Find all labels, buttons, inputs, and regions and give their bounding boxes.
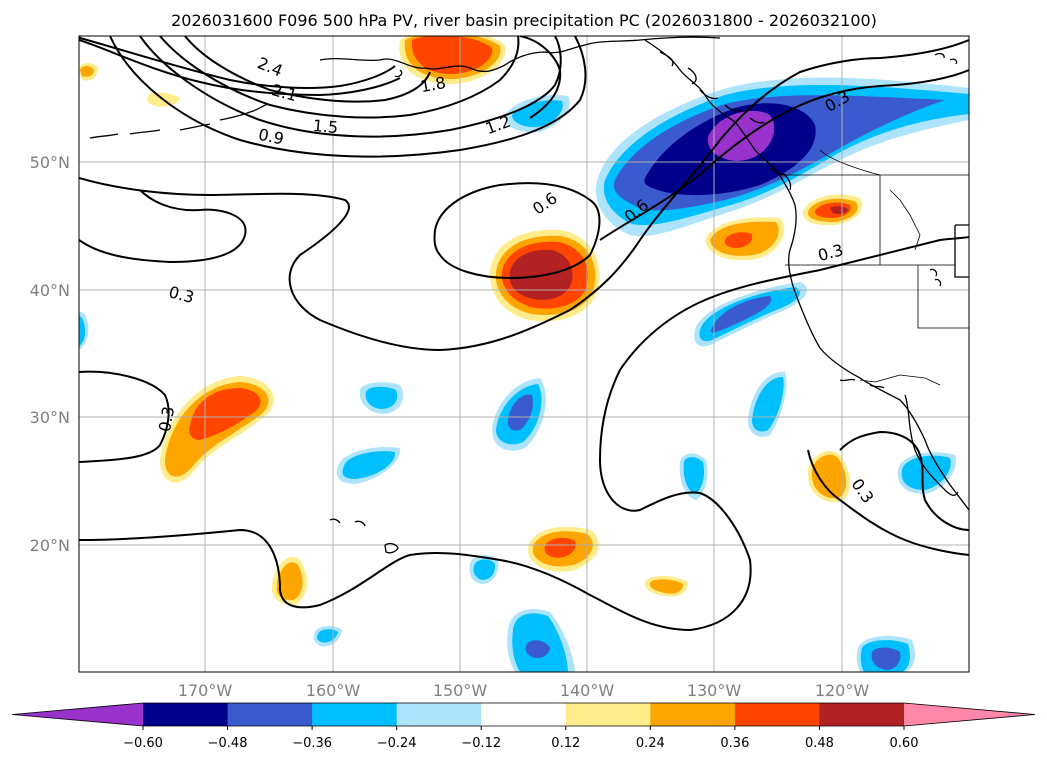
colorbar-segment	[312, 703, 398, 726]
political-borders	[780, 149, 969, 386]
colorbar-segment	[396, 703, 482, 726]
precip-anomaly-central-pacific-small	[336, 378, 708, 584]
lat-label: 30°N	[30, 408, 70, 427]
coastlines	[89, 36, 969, 554]
colorbar: −0.60 −0.48 −0.36 −0.24 −0.12 0.12 0.24 0.36 0.4…	[11, 702, 1036, 751]
contour-label: 1.5	[312, 116, 339, 137]
map-title: 2026031600 F096 500 hPa PV, river basin …	[171, 11, 877, 30]
colorbar-segment	[819, 703, 905, 726]
lon-label: 140°W	[560, 681, 615, 700]
lon-label: 120°W	[815, 681, 870, 700]
pv-contours	[79, 36, 969, 632]
colorbar-tick-label: −0.12	[461, 736, 501, 751]
precip-anomaly-baja-offshore	[748, 371, 787, 437]
precip-anomaly-western-subtropics	[160, 376, 274, 483]
colorbar-extend-low	[12, 703, 143, 726]
contour-label: 1.8	[419, 73, 447, 96]
latitude-labels: 50°N 40°N 30°N 20°N	[30, 153, 70, 555]
colorbar-segment	[481, 703, 567, 726]
lon-label: 130°W	[687, 681, 742, 700]
colorbar-segment	[143, 703, 229, 726]
colorbar-tick-label: 0.60	[890, 736, 919, 751]
precip-anomaly-pacific-northwest	[595, 77, 969, 237]
colorbar-segment	[650, 703, 736, 726]
colorbar-tick-label: −0.24	[377, 736, 417, 751]
lon-label: 160°W	[306, 681, 361, 700]
lat-label: 20°N	[30, 536, 70, 555]
colorbar-tick-label: −0.60	[123, 736, 163, 751]
colorbar-tick-label: −0.48	[208, 736, 248, 751]
precip-anomaly-southern-blue	[79, 311, 916, 672]
lon-label: 150°W	[433, 681, 488, 700]
map-frame	[78, 35, 970, 673]
longitude-labels: 170°W 160°W 150°W 140°W 130°W 120°W	[178, 681, 870, 700]
colorbar-extend-high	[904, 703, 1035, 726]
colorbar-tick-label: 0.24	[636, 736, 665, 751]
colorbar-tick-label: 0.48	[805, 736, 834, 751]
colorbar-tick-label: 0.12	[551, 736, 580, 751]
precip-anomaly-offshore-oregon	[705, 217, 785, 261]
colorbar-segment	[734, 703, 820, 726]
lat-label: 50°N	[30, 153, 70, 172]
precip-anomaly-mexico-coast	[897, 452, 956, 494]
contour-label: 0.9	[257, 125, 286, 149]
colorbar-segment	[227, 703, 313, 726]
precip-anomaly-southern-orange	[79, 63, 688, 606]
graticule	[79, 36, 969, 672]
precip-anomaly-california-offshore	[694, 282, 808, 347]
precip-anomaly-baja-south	[807, 450, 851, 503]
lon-label: 170°W	[178, 681, 233, 700]
map-panel: 2.4 2.1 1.8 1.5 1.2 0.9 0.6 0.6 0.3 0.3 …	[79, 36, 969, 672]
colorbar-segment	[565, 703, 651, 726]
colorbar-tick-label: −0.36	[292, 736, 332, 751]
colorbar-tick-label: 0.36	[720, 736, 749, 751]
contour-label: 0.3	[155, 405, 178, 433]
lat-label: 40°N	[30, 281, 70, 300]
